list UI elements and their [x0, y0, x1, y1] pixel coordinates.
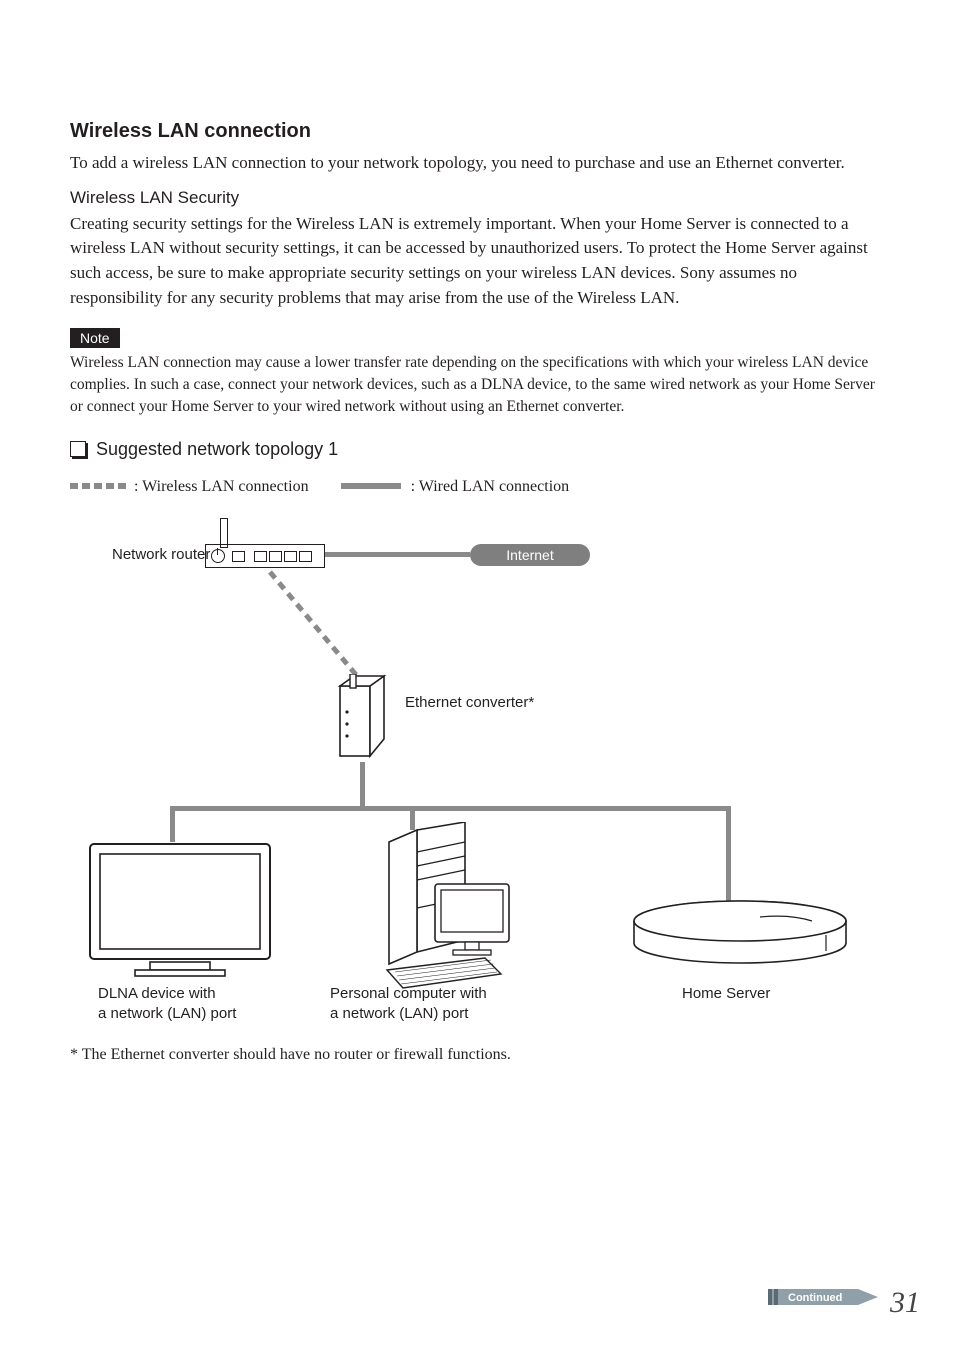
pc-label-line1: Personal computer with	[330, 985, 487, 1002]
intro-paragraph: To add a wireless LAN connection to your…	[70, 151, 884, 176]
wireless-line-icon	[70, 478, 130, 495]
dlna-label-line1: DLNA device with	[98, 985, 216, 1002]
topology-heading-text: Suggested network topology 1	[96, 439, 338, 459]
wire-drop-server	[726, 806, 731, 902]
legend-wireless-label: : Wireless LAN connection	[134, 478, 309, 495]
home-server-icon	[630, 899, 850, 969]
converter-label: Ethernet converter*	[405, 694, 534, 711]
topology-heading: Suggested network topology 1	[70, 439, 884, 460]
pc-label-line2: a network (LAN) port	[330, 1005, 468, 1022]
ethernet-converter-icon	[332, 674, 392, 764]
pc-label: Personal computer with a network (LAN) p…	[330, 984, 487, 1023]
bullet-box-icon	[70, 441, 86, 457]
footnote: * The Ethernet converter should have no …	[70, 1046, 884, 1064]
wired-line-icon	[341, 483, 401, 489]
wire-trunk	[360, 762, 365, 810]
legend-row: : Wireless LAN connection : Wired LAN co…	[70, 478, 884, 496]
dlna-label: DLNA device with a network (LAN) port	[98, 984, 236, 1023]
continued-label: Continued	[788, 1292, 842, 1304]
security-subhead: Wireless LAN Security	[70, 188, 884, 208]
note-paragraph: Wireless LAN connection may cause a lowe…	[70, 352, 884, 417]
continued-tab: Continued	[768, 1286, 878, 1308]
wireless-link-line	[70, 504, 884, 804]
network-diagram: Network router Internet Ethernet convert…	[70, 504, 884, 1024]
personal-computer-icon	[325, 822, 515, 992]
security-paragraph: Creating security settings for the Wirel…	[70, 212, 884, 311]
dlna-label-line2: a network (LAN) port	[98, 1005, 236, 1022]
page-number: 31	[890, 1286, 920, 1320]
dlna-device-icon	[80, 834, 280, 984]
server-label: Home Server	[682, 984, 770, 1004]
legend-wired-label: : Wired LAN connection	[411, 478, 570, 495]
note-chip: Note	[70, 328, 120, 348]
section-heading: Wireless LAN connection	[70, 120, 884, 143]
wire-bus	[170, 806, 730, 811]
